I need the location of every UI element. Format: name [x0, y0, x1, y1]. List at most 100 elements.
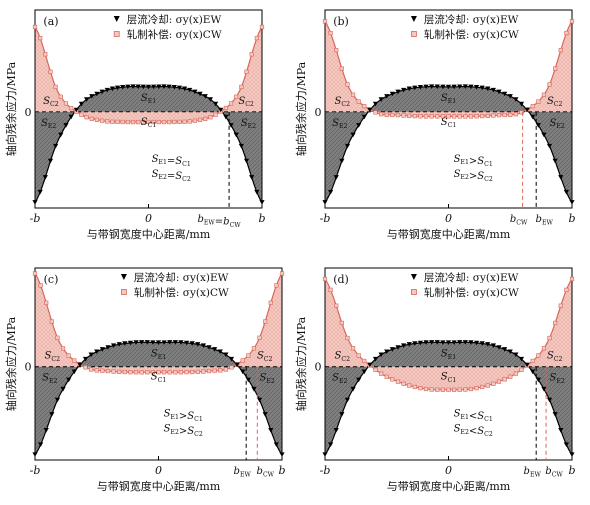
ew-point	[88, 352, 94, 358]
y-tick-label: 0	[315, 361, 322, 374]
region-label-se2-right: SE2	[241, 118, 256, 130]
ew-point	[524, 362, 530, 368]
legend-ew-marker	[120, 274, 127, 280]
cw-point	[162, 370, 167, 375]
cw-point	[178, 370, 184, 375]
ew-point	[104, 87, 110, 93]
ew-point	[372, 101, 379, 107]
equation-1: SE1>SC1	[164, 409, 203, 423]
cw-point	[43, 52, 48, 57]
ew-point	[546, 143, 553, 149]
cw-point	[141, 119, 146, 125]
region-label-se2-right: SE2	[550, 118, 565, 130]
cw-point	[279, 271, 285, 276]
cw-point	[519, 110, 524, 115]
ew-point	[32, 200, 38, 205]
cw-point	[182, 119, 187, 124]
ew-point	[400, 87, 407, 93]
cw-point	[423, 114, 429, 119]
cw-point	[263, 319, 268, 324]
cw-point	[212, 368, 217, 373]
y-tick-label: 0	[25, 361, 32, 374]
cw-point	[502, 377, 507, 382]
ew-point	[82, 356, 89, 362]
ew-point	[530, 369, 536, 375]
ew-point	[384, 94, 390, 99]
cw-point	[139, 370, 144, 375]
cw-point	[435, 387, 440, 392]
cw-compression-area	[77, 111, 221, 123]
cw-point	[322, 19, 328, 24]
legend-cw-label: 轧制补偿: σy(x)CW	[424, 286, 519, 299]
cw-point	[58, 94, 63, 99]
cw-point	[223, 367, 228, 372]
ew-point	[94, 91, 100, 97]
cw-point	[84, 115, 89, 120]
ew-point	[395, 345, 401, 350]
b-marker-label: bEW	[536, 214, 554, 227]
cw-point	[197, 117, 203, 122]
cw-point	[553, 66, 558, 71]
panel-label: (d)	[333, 273, 349, 286]
chart-panel-3: bEW bCW -b 0 b 0 与带钢宽度中心距离/mm 轴向残余应力/MPa (d) 层流冷却…	[294, 267, 576, 493]
cw-point	[274, 283, 279, 288]
ew-point	[279, 452, 285, 457]
ew-point	[245, 377, 251, 383]
y-tick-label: 0	[25, 106, 32, 119]
cw-point	[151, 119, 156, 125]
equation-1: SE1>SC1	[454, 154, 493, 168]
ew-point	[249, 175, 255, 180]
ew-point	[68, 114, 74, 120]
cw-point	[32, 24, 38, 30]
cw-point	[485, 113, 490, 119]
ew-point	[333, 428, 339, 433]
ew-point	[109, 86, 115, 92]
region-label-se1: SE1	[141, 93, 156, 105]
cw-point	[120, 119, 125, 125]
cw-point	[53, 84, 58, 90]
cw-point	[485, 383, 490, 388]
cw-point	[384, 112, 389, 117]
x-axis-title: 与带钢宽度中心距离/mm	[87, 227, 211, 241]
region-label-sc1: SC1	[441, 372, 457, 384]
ew-point	[58, 132, 64, 138]
cw-point	[239, 84, 244, 90]
ew-point	[423, 84, 429, 90]
region-label-se1: SE1	[441, 349, 456, 361]
region-label-se1: SE1	[151, 349, 166, 361]
region-label-se2-left: SE2	[332, 118, 347, 130]
legend-cw-label: 轧制补偿: σy(x)CW	[127, 28, 222, 41]
ew-point	[144, 340, 150, 345]
cw-point	[117, 369, 122, 374]
ew-point	[37, 189, 43, 195]
cw-point	[184, 370, 189, 375]
cw-point	[156, 370, 161, 375]
ew-point	[223, 114, 229, 120]
x-tick-label: 0	[155, 464, 162, 477]
cw-point	[177, 119, 182, 125]
ew-point	[344, 397, 351, 403]
ew-point	[167, 340, 173, 345]
ew-point	[541, 132, 547, 138]
cw-point	[328, 287, 333, 292]
ew-point	[552, 158, 558, 164]
cw-point	[110, 119, 115, 124]
cw-point	[251, 346, 257, 351]
ew-point	[42, 175, 48, 180]
cw-point	[115, 119, 120, 125]
ew-point	[77, 362, 83, 368]
ew-point	[63, 123, 69, 128]
region-label-se2-right: SE2	[550, 373, 565, 385]
cw-point	[412, 384, 417, 390]
cw-point	[390, 377, 395, 382]
cw-point	[146, 119, 151, 125]
ew-point	[259, 200, 265, 205]
ew-point	[223, 352, 229, 358]
ew-point	[451, 340, 457, 345]
ew-point	[361, 369, 367, 375]
ew-compression-area	[35, 111, 262, 203]
cw-point	[468, 114, 474, 119]
cw-point	[201, 369, 206, 374]
cw-point	[395, 113, 401, 118]
ew-point	[423, 340, 429, 345]
